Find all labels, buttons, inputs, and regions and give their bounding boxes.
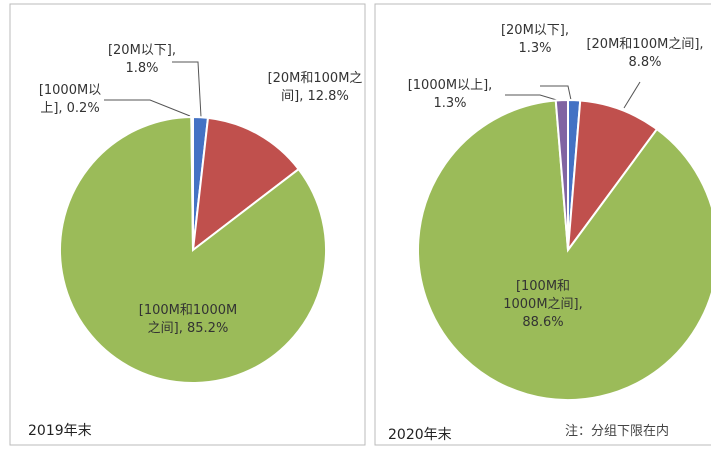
leader-line [172, 61, 202, 118]
panel-border [9, 3, 366, 446]
data-label: [1000M以上], 1.3% [407, 78, 493, 111]
leader-line [623, 81, 641, 109]
leader-lines [104, 61, 641, 118]
data-label: [100M和1000M之间], 88.6% [503, 279, 583, 330]
pie-slice [417, 99, 711, 401]
leader-line [104, 99, 191, 117]
footnote: 注：分组下限在内 [565, 424, 670, 439]
leader-line [505, 94, 561, 102]
panel-border [374, 3, 711, 446]
chart-title: 2020年末 [388, 427, 452, 443]
chart-title: 2019年末 [28, 423, 92, 439]
pie-slice [190, 115, 194, 251]
pie-slice [554, 98, 569, 251]
data-label: [20M和100M之间], 8.8% [586, 37, 704, 70]
data-label: [1000M以上], 0.2% [38, 83, 102, 116]
pie-slice [566, 99, 659, 254]
pie-slice [191, 116, 301, 253]
data-label: [20M和100M之间], 12.8% [267, 71, 363, 104]
leader-line [540, 85, 572, 101]
data-label: [20M以下], 1.3% [500, 23, 570, 56]
data-label: [20M以下], 1.8% [107, 43, 177, 76]
data-label: [100M和1000M之间], 85.2% [138, 303, 238, 336]
